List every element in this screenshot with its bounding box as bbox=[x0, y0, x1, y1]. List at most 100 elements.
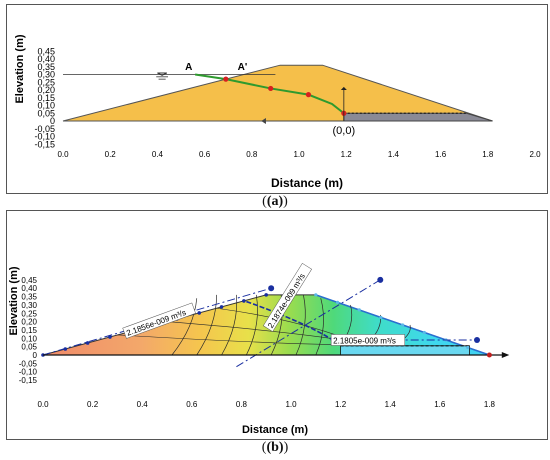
caption-b: ((b)) bbox=[261, 440, 289, 455]
xtick-label-b: 1.0 bbox=[285, 400, 297, 409]
downstream-node bbox=[314, 293, 318, 297]
phreatic-line bbox=[195, 73, 345, 115]
phreatic-line-b bbox=[246, 300, 337, 343]
ytick-label-a: 0,25 bbox=[37, 77, 55, 87]
local-y-arrow bbox=[340, 86, 347, 90]
xtick-label-a: 1.2 bbox=[341, 150, 353, 159]
flux-label-group: 2.1805e-009 m³/s bbox=[330, 334, 406, 346]
downstream-node bbox=[379, 315, 383, 320]
flux-section-line bbox=[236, 279, 381, 368]
downstream-node bbox=[422, 330, 426, 335]
ytick-label-a: 0,20 bbox=[37, 85, 55, 95]
upstream-node bbox=[85, 341, 90, 345]
xlabel-a: Distance (m) bbox=[271, 176, 343, 190]
equipotential-line bbox=[221, 294, 238, 356]
ytick-label-b: -0,05 bbox=[19, 359, 38, 368]
equipotential-line bbox=[315, 298, 324, 356]
xtick-label-b: 0.6 bbox=[186, 400, 198, 409]
flux-label: 2.1805e-009 m³/s bbox=[333, 336, 396, 345]
ytick-label-b: -0,15 bbox=[19, 376, 38, 385]
xtick-label-b: 1.6 bbox=[434, 400, 446, 409]
equipotential-line bbox=[295, 294, 306, 356]
xtick-label-b: 1.2 bbox=[335, 400, 347, 409]
xtick-label-a: 0.6 bbox=[199, 150, 211, 159]
ytick-label-b: 0,25 bbox=[21, 309, 37, 318]
toe-point bbox=[486, 352, 492, 358]
upstream-node bbox=[264, 293, 269, 297]
xtick-label-b: 0.8 bbox=[236, 400, 248, 409]
xtick-label-a: 2.0 bbox=[529, 150, 541, 159]
origin-label: (0,0) bbox=[333, 125, 356, 137]
seepage-chart-b: Elevation (m) 0,450,400,350,300,250,20 0,… bbox=[8, 262, 510, 436]
seepage-chart-a: Elevation (m) 0,450,400,350,300,250,200,… bbox=[14, 34, 541, 190]
equipotential-line bbox=[196, 294, 217, 356]
ytick-label-b: 0,40 bbox=[21, 284, 37, 293]
xtick-label-a: 1.4 bbox=[388, 150, 400, 159]
ytick-label-a: 0,45 bbox=[37, 46, 55, 56]
xtick-label-a: 0.2 bbox=[105, 150, 117, 159]
downstream-node bbox=[357, 308, 361, 312]
equipotential-line bbox=[171, 298, 198, 356]
ytick-label-b: 0,05 bbox=[21, 343, 37, 352]
xtick-label-b: 0.0 bbox=[37, 400, 49, 409]
ytick-label-a: -0,05 bbox=[34, 124, 55, 134]
equipotential-line bbox=[246, 294, 258, 356]
ytick-label-b: -0,10 bbox=[19, 368, 38, 377]
ytick-label-b: 0,35 bbox=[21, 293, 37, 302]
ytick-label-b: 0,45 bbox=[21, 276, 37, 285]
ytick-label-b: 0,20 bbox=[21, 318, 37, 327]
ytick-label-a: 0,10 bbox=[37, 101, 55, 111]
upstream-node bbox=[63, 347, 68, 351]
xticks-a: 0.0 0.2 0.4 0.6 0.8 1.0 1.2 1.4 1.6 1.8 2.0 bbox=[57, 150, 541, 159]
xtick-label-b: 1.8 bbox=[484, 400, 496, 409]
ytick-label-b: 0 bbox=[33, 351, 38, 360]
xtick-label-b: 1.4 bbox=[385, 400, 397, 409]
ytick-label-a: 0,35 bbox=[37, 62, 55, 72]
upstream-node bbox=[242, 299, 246, 303]
xtick-label-a: 1.8 bbox=[482, 150, 494, 159]
upstream-node bbox=[219, 305, 224, 309]
xtick-label-a: 0.0 bbox=[57, 150, 69, 159]
drain-b bbox=[340, 345, 470, 356]
flux-label-bg bbox=[262, 262, 312, 332]
figure-panel-b: Elevation (m) 0,45 0,40 0,35 0,30 0,25 0,20 0,… bbox=[6, 210, 548, 440]
xtick-label-b: 0.4 bbox=[137, 400, 149, 409]
dam-body bbox=[62, 64, 493, 122]
flux-section-arrow bbox=[474, 336, 480, 343]
ytick-label-b: 0,30 bbox=[21, 301, 37, 310]
downstream-node bbox=[401, 323, 405, 327]
label-a-prime: A' bbox=[238, 62, 248, 73]
flow-net-b: 2.1856e-009 m³/s 2.1874e-009 m³/s2.1805e-… bbox=[41, 262, 510, 368]
flux-section-arrow bbox=[377, 276, 384, 283]
xtick-label-a: 1.0 bbox=[293, 150, 305, 159]
phreatic-point bbox=[305, 92, 312, 98]
label-a: A bbox=[185, 62, 192, 73]
xlabel-b: Distance (m) bbox=[242, 424, 308, 436]
flux-section-arrow bbox=[268, 285, 275, 292]
xtick-label-a: 0.4 bbox=[152, 150, 164, 159]
ylabel-b: Elevation (m) bbox=[8, 266, 20, 335]
ytick-label-a: 0,05 bbox=[37, 108, 55, 118]
xtick-label-a: 1.6 bbox=[435, 150, 447, 159]
local-x-arrow bbox=[261, 118, 266, 124]
downstream-node bbox=[466, 345, 470, 350]
phreatic-point bbox=[223, 76, 229, 82]
ylabel-a: Elevation (m) bbox=[14, 34, 26, 103]
ytick-label-a: -0,10 bbox=[34, 132, 55, 142]
yticks-a: 0,450,400,350,300,250,200,150,100,050-0,… bbox=[34, 46, 55, 149]
ytick-label-a: 0,30 bbox=[37, 70, 55, 80]
drain-toe bbox=[343, 112, 493, 122]
ytick-label-b: 0,10 bbox=[21, 334, 37, 343]
figure-panel-a: Elevation (m) 0,45 0,40 0,35 0,30 0,25 0,20 0,… bbox=[6, 4, 548, 194]
flow-line bbox=[216, 307, 346, 339]
caption-a: ((a)) bbox=[262, 194, 288, 209]
xtick-label-a: 0.8 bbox=[246, 150, 258, 159]
phreatic-point bbox=[268, 85, 274, 92]
caption-a-letter: (a) bbox=[266, 194, 284, 209]
ytick-label-a: -0,15 bbox=[34, 139, 55, 149]
ytick-label-a: 0,15 bbox=[37, 93, 55, 103]
dam-geometry-a: A A' (0,0) bbox=[62, 62, 493, 137]
ytick-label-a: 0 bbox=[50, 116, 55, 126]
water-level-symbol bbox=[157, 72, 168, 76]
yticks-b: 0,450,400,350,300,250,200,150,100,050-0,… bbox=[19, 276, 38, 385]
